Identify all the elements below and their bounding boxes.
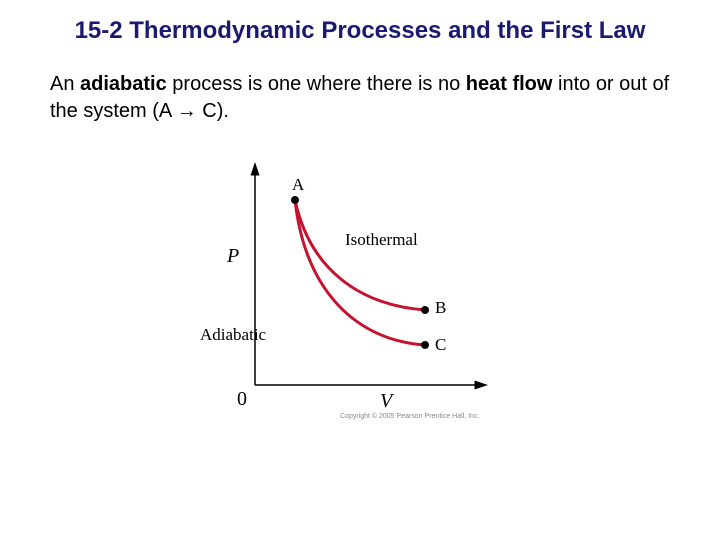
pv-diagram: P V 0 A B C Isothermal Adiabatic Copyrig… bbox=[200, 150, 520, 430]
point-a-label: A bbox=[292, 175, 304, 195]
adiabatic-label: Adiabatic bbox=[200, 325, 266, 345]
x-axis-label: V bbox=[380, 390, 392, 413]
graph-svg bbox=[200, 150, 520, 410]
description-text: An adiabatic process is one where there … bbox=[0, 46, 720, 135]
isothermal-label: Isothermal bbox=[345, 230, 418, 250]
title-text: 15-2 Thermodynamic Processes and the Fir… bbox=[75, 17, 646, 44]
desc-bold2: heat flow bbox=[466, 73, 553, 95]
page-title: 15-2 Thermodynamic Processes and the Fir… bbox=[0, 0, 720, 46]
point-c-label: C bbox=[435, 335, 446, 355]
desc-mid1: process is one where there is no bbox=[167, 73, 466, 95]
y-axis-label: P bbox=[227, 245, 239, 268]
point-b-label: B bbox=[435, 298, 446, 318]
copyright-text: Copyright © 2005 Pearson Prentice Hall, … bbox=[340, 413, 479, 420]
origin-label: 0 bbox=[237, 388, 247, 411]
desc-prefix: An bbox=[50, 73, 80, 95]
desc-bold1: adiabatic bbox=[80, 73, 167, 95]
